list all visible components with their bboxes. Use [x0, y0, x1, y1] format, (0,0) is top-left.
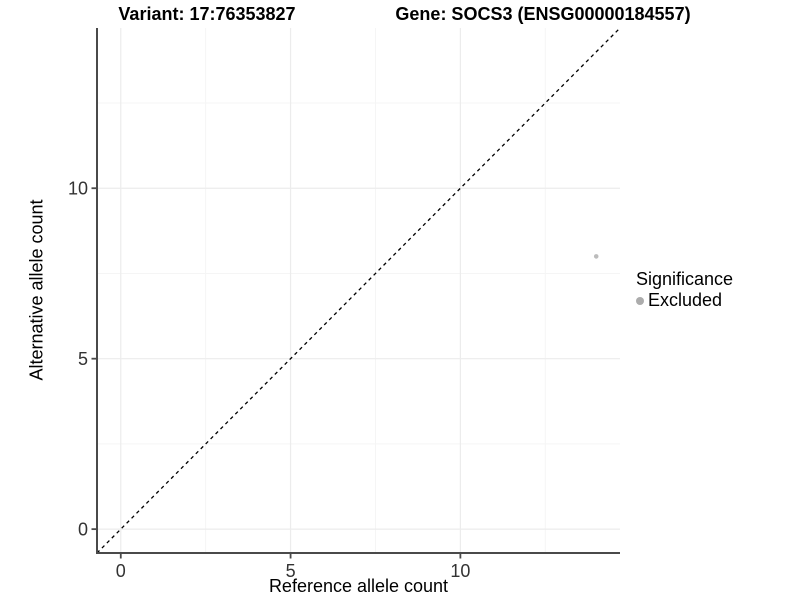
legend: Significance Excluded — [636, 269, 733, 310]
x-tick-label: 0 — [116, 561, 126, 581]
y-tick-label: 0 — [78, 520, 88, 540]
x-axis-title: Reference allele count — [268, 576, 449, 596]
plot-title-gene: Gene: SOCS3 (ENSG00000184557) — [395, 4, 691, 24]
x-tick-label: 5 — [286, 561, 296, 581]
y-tick-label: 5 — [78, 349, 88, 369]
legend-key-dot-icon — [636, 296, 644, 305]
identity-line — [96, 27, 621, 554]
y-tick-label: 10 — [68, 179, 88, 199]
x-tick-label: 10 — [450, 561, 470, 581]
y-axis-title: Alternative allele count — [26, 199, 47, 381]
plot-title-variant: Variant: 17:76353827 — [118, 4, 296, 24]
legend-entry-excluded: Excluded — [636, 291, 733, 310]
data-point — [593, 254, 599, 259]
legend-title: Significance — [636, 269, 734, 289]
legend-entry-label: Excluded — [648, 290, 723, 310]
